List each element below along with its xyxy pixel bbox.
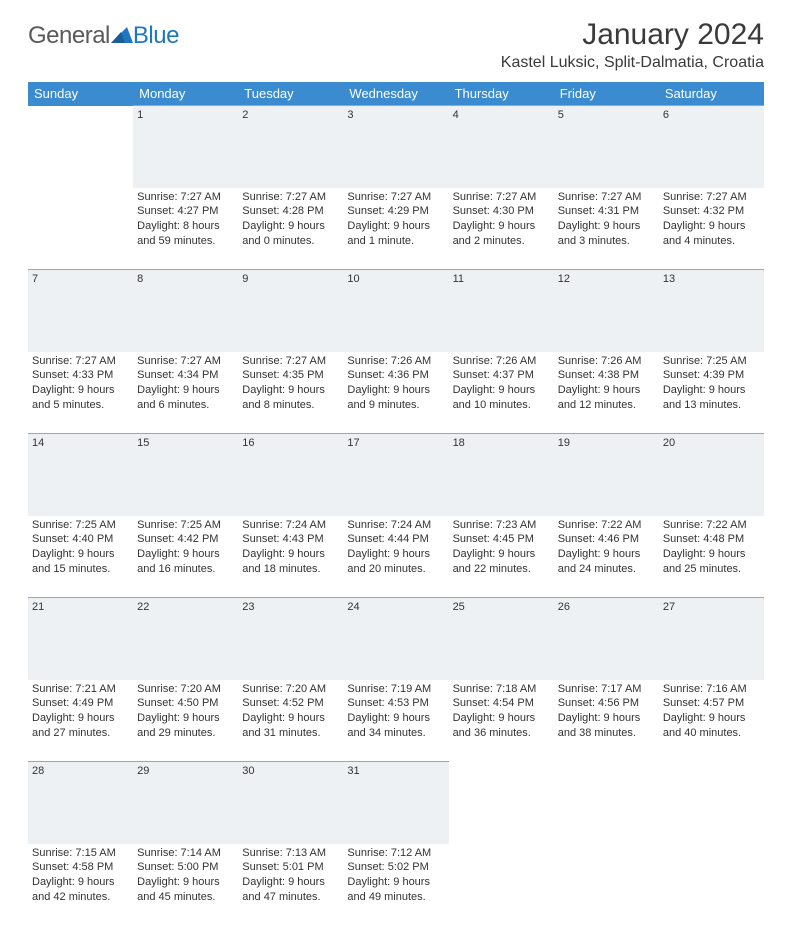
day-data-cell: Sunrise: 7:24 AMSunset: 4:44 PMDaylight:…: [343, 516, 448, 598]
day-number-cell: 30: [238, 762, 343, 844]
day-data-row: Sunrise: 7:21 AMSunset: 4:49 PMDaylight:…: [28, 680, 764, 762]
day-data-cell: Sunrise: 7:26 AMSunset: 4:38 PMDaylight:…: [554, 352, 659, 434]
day-data-cell: Sunrise: 7:20 AMSunset: 4:52 PMDaylight:…: [238, 680, 343, 762]
day-number-cell: 18: [449, 434, 554, 516]
day-number-cell: [659, 762, 764, 844]
day-data-cell: Sunrise: 7:23 AMSunset: 4:45 PMDaylight:…: [449, 516, 554, 598]
day-data-cell: Sunrise: 7:20 AMSunset: 4:50 PMDaylight:…: [133, 680, 238, 762]
day-number-cell: 19: [554, 434, 659, 516]
day-number-cell: 31: [343, 762, 448, 844]
day-data-cell: [659, 844, 764, 926]
brand-text-gray: General: [28, 22, 110, 50]
day-number-cell: 14: [28, 434, 133, 516]
weekday-tue: Tuesday: [238, 82, 343, 106]
day-data-cell: Sunrise: 7:14 AMSunset: 5:00 PMDaylight:…: [133, 844, 238, 926]
day-number-cell: [449, 762, 554, 844]
day-data-cell: [449, 844, 554, 926]
day-number-row: 78910111213: [28, 270, 764, 352]
day-data-cell: Sunrise: 7:24 AMSunset: 4:43 PMDaylight:…: [238, 516, 343, 598]
day-data-cell: Sunrise: 7:26 AMSunset: 4:37 PMDaylight:…: [449, 352, 554, 434]
day-number-cell: 6: [659, 106, 764, 188]
day-number-cell: 16: [238, 434, 343, 516]
day-data-cell: Sunrise: 7:25 AMSunset: 4:42 PMDaylight:…: [133, 516, 238, 598]
day-data-cell: Sunrise: 7:13 AMSunset: 5:01 PMDaylight:…: [238, 844, 343, 926]
day-number-cell: 25: [449, 598, 554, 680]
day-number-cell: 4: [449, 106, 554, 188]
weekday-fri: Friday: [554, 82, 659, 106]
day-data-cell: Sunrise: 7:27 AMSunset: 4:33 PMDaylight:…: [28, 352, 133, 434]
day-data-cell: Sunrise: 7:12 AMSunset: 5:02 PMDaylight:…: [343, 844, 448, 926]
day-number-cell: 7: [28, 270, 133, 352]
day-data-row: Sunrise: 7:25 AMSunset: 4:40 PMDaylight:…: [28, 516, 764, 598]
weekday-thu: Thursday: [449, 82, 554, 106]
header: General Blue January 2024 Kastel Luksic,…: [28, 18, 764, 72]
day-number-cell: [554, 762, 659, 844]
day-data-cell: Sunrise: 7:16 AMSunset: 4:57 PMDaylight:…: [659, 680, 764, 762]
weekday-mon: Monday: [133, 82, 238, 106]
day-number-row: 28293031: [28, 762, 764, 844]
day-number-cell: 29: [133, 762, 238, 844]
day-number-cell: 17: [343, 434, 448, 516]
brand-triangle-icon: [111, 25, 133, 48]
day-number-cell: 22: [133, 598, 238, 680]
day-data-row: Sunrise: 7:27 AMSunset: 4:27 PMDaylight:…: [28, 188, 764, 270]
day-data-cell: Sunrise: 7:22 AMSunset: 4:46 PMDaylight:…: [554, 516, 659, 598]
day-number-row: 14151617181920: [28, 434, 764, 516]
day-number-row: 123456: [28, 106, 764, 188]
day-number-cell: 13: [659, 270, 764, 352]
title-block: January 2024 Kastel Luksic, Split-Dalmat…: [501, 18, 764, 72]
day-data-cell: Sunrise: 7:27 AMSunset: 4:32 PMDaylight:…: [659, 188, 764, 270]
day-number-cell: 9: [238, 270, 343, 352]
day-number-cell: 21: [28, 598, 133, 680]
day-number-cell: 11: [449, 270, 554, 352]
day-number-cell: 15: [133, 434, 238, 516]
day-number-cell: 20: [659, 434, 764, 516]
day-number-cell: 10: [343, 270, 448, 352]
day-number-cell: 1: [133, 106, 238, 188]
day-data-cell: Sunrise: 7:25 AMSunset: 4:40 PMDaylight:…: [28, 516, 133, 598]
day-data-row: Sunrise: 7:15 AMSunset: 4:58 PMDaylight:…: [28, 844, 764, 926]
day-number-cell: 27: [659, 598, 764, 680]
day-number-cell: 5: [554, 106, 659, 188]
day-number-cell: 3: [343, 106, 448, 188]
month-title: January 2024: [501, 18, 764, 52]
day-data-cell: [554, 844, 659, 926]
day-data-cell: Sunrise: 7:19 AMSunset: 4:53 PMDaylight:…: [343, 680, 448, 762]
day-data-cell: Sunrise: 7:27 AMSunset: 4:30 PMDaylight:…: [449, 188, 554, 270]
day-number-cell: 23: [238, 598, 343, 680]
day-number-cell: [28, 106, 133, 188]
weekday-header-row: Sunday Monday Tuesday Wednesday Thursday…: [28, 82, 764, 106]
day-number-cell: 8: [133, 270, 238, 352]
weekday-sun: Sunday: [28, 82, 133, 106]
day-data-cell: [28, 188, 133, 270]
day-data-cell: Sunrise: 7:21 AMSunset: 4:49 PMDaylight:…: [28, 680, 133, 762]
location-text: Kastel Luksic, Split-Dalmatia, Croatia: [501, 54, 764, 72]
brand-text-blue: Blue: [133, 22, 179, 50]
day-data-cell: Sunrise: 7:25 AMSunset: 4:39 PMDaylight:…: [659, 352, 764, 434]
day-number-cell: 24: [343, 598, 448, 680]
day-number-cell: 26: [554, 598, 659, 680]
day-data-row: Sunrise: 7:27 AMSunset: 4:33 PMDaylight:…: [28, 352, 764, 434]
day-data-cell: Sunrise: 7:15 AMSunset: 4:58 PMDaylight:…: [28, 844, 133, 926]
day-data-cell: Sunrise: 7:27 AMSunset: 4:35 PMDaylight:…: [238, 352, 343, 434]
day-data-cell: Sunrise: 7:27 AMSunset: 4:28 PMDaylight:…: [238, 188, 343, 270]
day-data-cell: Sunrise: 7:26 AMSunset: 4:36 PMDaylight:…: [343, 352, 448, 434]
day-data-cell: Sunrise: 7:27 AMSunset: 4:31 PMDaylight:…: [554, 188, 659, 270]
day-data-cell: Sunrise: 7:18 AMSunset: 4:54 PMDaylight:…: [449, 680, 554, 762]
day-number-cell: 2: [238, 106, 343, 188]
day-data-cell: Sunrise: 7:17 AMSunset: 4:56 PMDaylight:…: [554, 680, 659, 762]
brand-logo: General Blue: [28, 22, 179, 50]
weekday-sat: Saturday: [659, 82, 764, 106]
day-number-row: 21222324252627: [28, 598, 764, 680]
day-data-cell: Sunrise: 7:27 AMSunset: 4:27 PMDaylight:…: [133, 188, 238, 270]
day-number-cell: 12: [554, 270, 659, 352]
day-data-cell: Sunrise: 7:27 AMSunset: 4:34 PMDaylight:…: [133, 352, 238, 434]
day-data-cell: Sunrise: 7:27 AMSunset: 4:29 PMDaylight:…: [343, 188, 448, 270]
day-data-cell: Sunrise: 7:22 AMSunset: 4:48 PMDaylight:…: [659, 516, 764, 598]
day-number-cell: 28: [28, 762, 133, 844]
calendar-table: Sunday Monday Tuesday Wednesday Thursday…: [28, 82, 764, 926]
weekday-wed: Wednesday: [343, 82, 448, 106]
